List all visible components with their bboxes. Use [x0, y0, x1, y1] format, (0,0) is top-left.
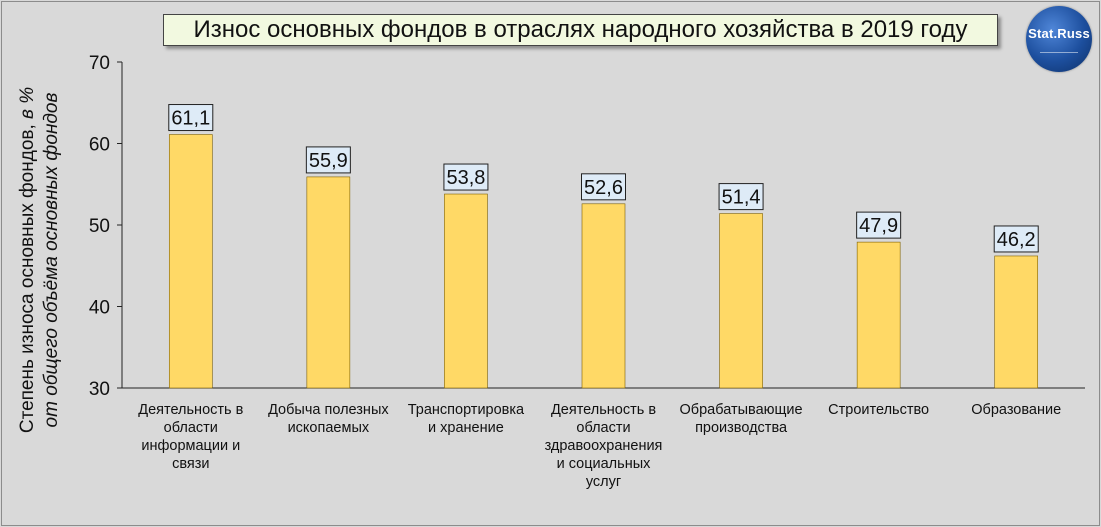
category-label: здравоохранения — [545, 438, 663, 454]
category-label: Строительство — [828, 402, 929, 418]
category-label: и хранение — [428, 420, 504, 436]
category-label: Обрабатывающие — [680, 402, 803, 418]
data-label: 51,4 — [722, 187, 761, 209]
data-label-box — [305, 146, 351, 174]
data-label-box — [443, 163, 489, 191]
category-label: и социальных — [557, 456, 652, 472]
data-labels: 61,1 55,9 53,8 52,6 51,4 47,9 46,2 — [168, 104, 1039, 253]
category-label: связи — [172, 456, 209, 472]
data-label-box — [168, 104, 214, 132]
y-tick-label: 40 — [89, 298, 110, 319]
category-label: Деятельность в — [138, 402, 243, 418]
y-tick-label: 70 — [89, 53, 110, 74]
logo-underline — [1040, 52, 1078, 55]
data-label-box — [581, 173, 626, 201]
statruss-logo: Stat.Russ — [1026, 6, 1092, 72]
data-label: 61,1 — [171, 108, 210, 130]
bars — [168, 134, 1039, 389]
bar — [168, 134, 213, 389]
bar — [444, 193, 488, 389]
y-tick-label: 30 — [89, 379, 110, 400]
category-label: ископаемых — [288, 420, 370, 436]
bar — [306, 176, 351, 389]
data-label: 47,9 — [859, 215, 898, 237]
data-label: 46,2 — [997, 229, 1036, 251]
data-label: 55,9 — [309, 150, 348, 172]
logo-text: Stat.Russ — [1028, 26, 1090, 41]
data-label: 53,8 — [446, 167, 485, 189]
bar — [581, 203, 626, 389]
bar — [856, 241, 901, 389]
category-label: Транспортировка — [408, 402, 525, 418]
category-label: области — [576, 420, 630, 436]
y-tick-label: 50 — [89, 216, 110, 237]
category-label: услуг — [586, 474, 621, 490]
category-label: Образование — [971, 402, 1061, 418]
category-label: производства — [695, 420, 788, 436]
bar — [719, 213, 763, 389]
data-label: 52,6 — [584, 177, 623, 199]
category-label: информации и — [141, 438, 240, 454]
category-label: Деятельность в — [551, 402, 656, 418]
data-label-box — [718, 183, 764, 211]
data-label-box — [856, 211, 902, 239]
y-tick-label: 60 — [89, 135, 110, 156]
category-label: Добыча полезных — [268, 402, 389, 418]
chart-title: Износ основных фондов в отраслях народно… — [163, 14, 998, 46]
data-label-box — [993, 225, 1039, 253]
category-label: области — [164, 420, 218, 436]
bar — [994, 255, 1039, 389]
category-labels: Деятельность в области информации и связи До… — [138, 402, 1061, 490]
